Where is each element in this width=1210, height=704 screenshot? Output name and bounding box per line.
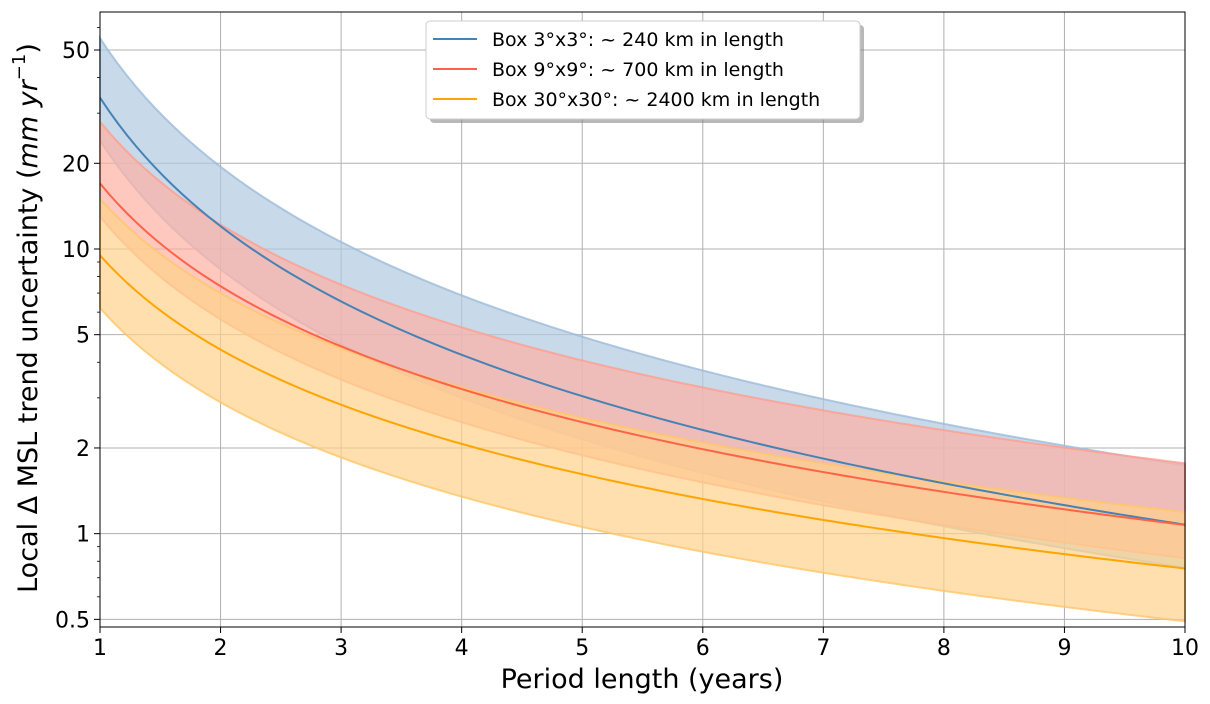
y-axis-title-close: ) <box>13 43 44 54</box>
y-tick-label: 0.5 <box>55 608 90 633</box>
x-tick-label: 3 <box>334 636 348 661</box>
y-axis-title-main: Local Δ MSL trend uncertainty ( <box>13 168 44 592</box>
legend-box <box>425 20 861 120</box>
legend-label-box-9: Box 9°x9°: ~ 700 km in length <box>492 59 784 81</box>
x-tick-label: 7 <box>816 636 830 661</box>
y-tick-label: 50 <box>62 39 90 64</box>
legend-label-box-30: Box 30°x30°: ~ 2400 km in length <box>492 89 820 111</box>
x-tick-label: 6 <box>696 636 710 661</box>
x-tick-label: 8 <box>937 636 951 661</box>
x-tick-label: 10 <box>1171 636 1199 661</box>
x-axis-title: Period length (years) <box>501 664 784 695</box>
y-tick-label: 5 <box>76 324 90 349</box>
y-axis-title-unit: mm yr <box>13 78 44 168</box>
legend: Box 3°x3°: ~ 240 km in length Box 9°x9°:… <box>425 20 864 123</box>
series-line-box-3 <box>99 97 1186 526</box>
x-tick-label: 9 <box>1057 636 1071 661</box>
y-tick-label: 1 <box>76 523 90 548</box>
y-tick-label: 2 <box>76 437 90 462</box>
series-lines <box>99 97 1186 570</box>
x-tick-label: 1 <box>93 636 107 661</box>
legend-label-box-3: Box 3°x3°: ~ 240 km in length <box>492 29 784 51</box>
x-tick-label: 4 <box>455 636 469 661</box>
x-tick-label: 2 <box>214 636 228 661</box>
y-axis-title-exponent: −1 <box>9 54 30 81</box>
series-line-box-30 <box>99 254 1186 570</box>
x-tick-label: 5 <box>575 636 589 661</box>
series-line-box-9 <box>99 182 1186 526</box>
y-tick-label: 10 <box>62 238 90 263</box>
plot-frame <box>99 11 1186 628</box>
axes <box>94 11 1186 633</box>
y-axis-title: Local Δ MSL trend uncertainty (mm yr−1) <box>9 43 44 593</box>
y-tick-label: 20 <box>62 152 90 177</box>
